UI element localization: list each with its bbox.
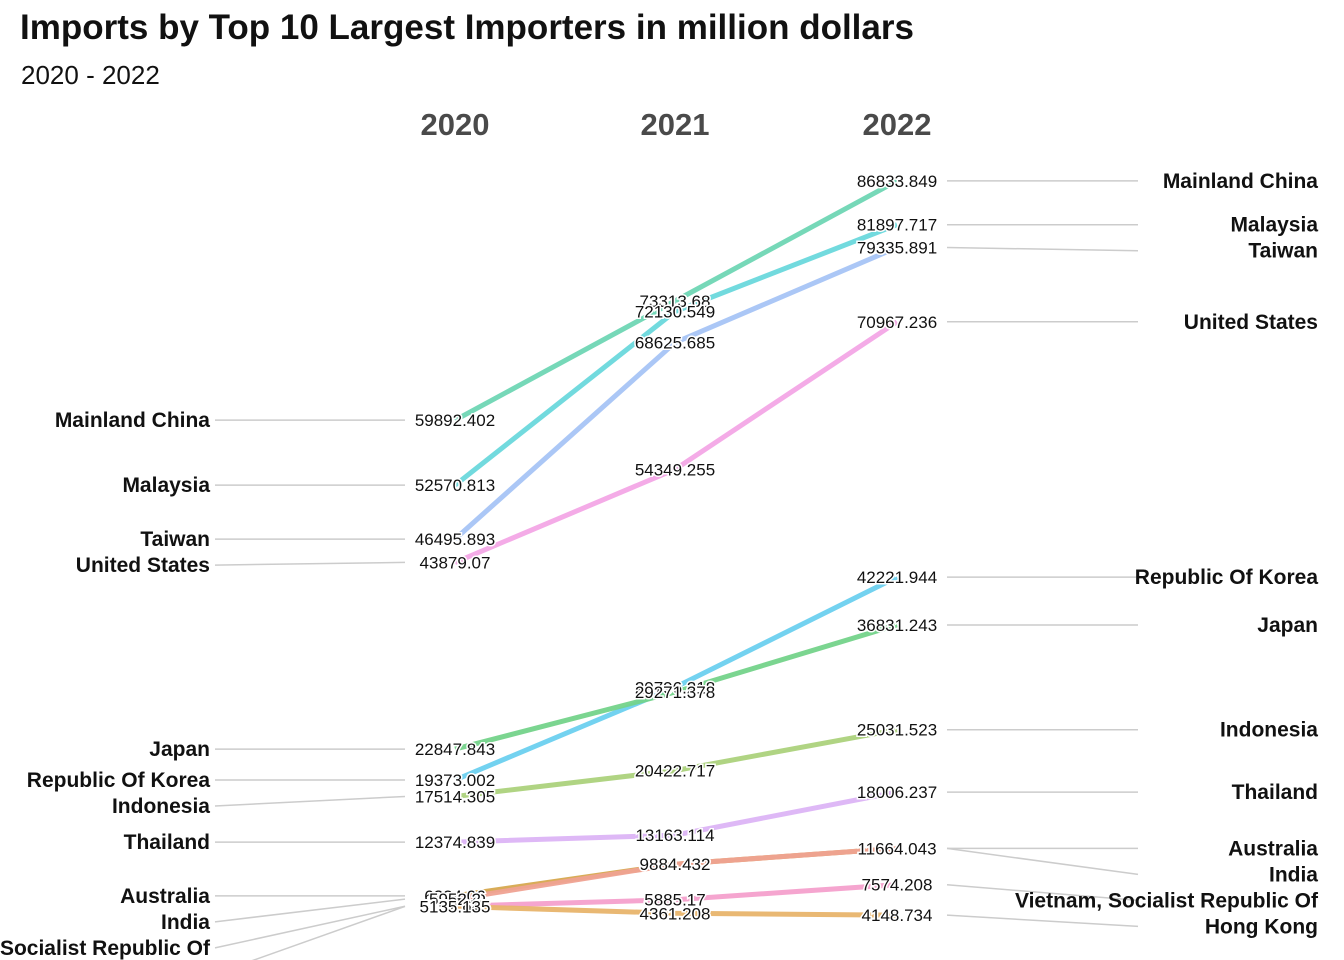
leader-left-hong-kong	[251, 905, 406, 960]
column-header-2020: 2020	[421, 107, 490, 142]
category-labels: Mainland China Malaysia Taiwan United State…	[0, 170, 1319, 960]
series-line-vietnam-socialist-republic-of	[454, 882, 898, 909]
series-line-mainland-china	[453, 178, 899, 423]
category-label-left-republic-of-korea: Republic Of Korea	[27, 769, 211, 792]
value-label-republic-of-korea-2020: 19373.002	[415, 771, 495, 790]
value-label-malaysia-2021: 72130.549	[635, 302, 715, 321]
leader-right-vietnam-socialist-republic-of	[946, 883, 1139, 902]
category-label-right-australia: Australia	[1228, 837, 1318, 860]
value-label-australia-2021: 9884.432	[640, 855, 711, 874]
leader-left-vietnam-socialist-republic-of	[214, 905, 406, 949]
value-label-japan-2020: 22847.843	[415, 740, 495, 759]
series-line-republic-of-korea	[454, 574, 899, 783]
category-label-left-indonesia: Indonesia	[112, 795, 210, 818]
value-label-thailand-2020: 12374.839	[415, 833, 495, 852]
value-label-indonesia-2021: 20422.717	[635, 762, 715, 781]
leader-left-united-states	[214, 561, 406, 566]
leader-left-india	[214, 898, 406, 923]
value-labels: 59892.402 73313.68 86833.849 52570.813 72130…	[413, 170, 938, 926]
chart-title: Imports by Top 10 Largest Importers in m…	[20, 8, 914, 47]
category-label-left-japan: Japan	[149, 738, 210, 761]
chart-subtitle: 2020 - 2022	[21, 60, 160, 90]
category-label-left-malaysia: Malaysia	[122, 474, 210, 497]
value-label-hong-kong-2022: 4148.734	[862, 906, 933, 925]
series-lines	[453, 178, 899, 918]
value-label-india-2021: 9884.432	[640, 855, 711, 874]
category-label-right-vietnam-socialist-republic-of: Vietnam, Socialist Republic Of	[1015, 889, 1319, 912]
leader-right-india	[946, 847, 1139, 876]
value-label-united-states-2021: 54349.255	[635, 460, 715, 479]
value-label-thailand-2022: 18006.237	[857, 783, 937, 802]
value-label-mainland-china-2020: 59892.402	[415, 411, 495, 430]
value-label-vietnam-socialist-republic-of-2022: 7574.208	[862, 876, 933, 895]
category-label-left-australia: Australia	[120, 885, 210, 908]
category-label-right-taiwan: Taiwan	[1248, 240, 1318, 263]
value-label-united-states-2022: 70967.236	[857, 313, 937, 332]
series-line-hong-kong	[454, 903, 898, 918]
category-label-left-taiwan: Taiwan	[140, 528, 210, 551]
category-label-right-malaysia: Malaysia	[1230, 214, 1318, 237]
value-label-mainland-china-2022: 86833.849	[857, 172, 937, 191]
category-label-left-united-states: United States	[76, 554, 210, 577]
series-line-japan	[454, 622, 898, 752]
value-label-taiwan-2021: 68625.685	[635, 334, 715, 353]
category-label-right-united-states: United States	[1184, 311, 1318, 334]
value-label-india-2020: 5952.2	[429, 890, 481, 909]
column-headers: 2020 2021 2022	[421, 107, 932, 142]
value-label-thailand-2021: 13163.114	[635, 826, 714, 845]
value-label-taiwan-2022: 79335.891	[857, 238, 937, 257]
category-label-left-vietnam-socialist-republic-of: Vietnam, Socialist Republic Of	[0, 937, 211, 960]
series-line-thailand	[454, 789, 898, 845]
value-label-malaysia-2022: 81897.717	[857, 216, 937, 235]
value-label-united-states-2020: 43879.07	[420, 553, 491, 572]
series-line-india	[454, 845, 898, 902]
category-label-left-india: India	[161, 911, 210, 934]
leader-right-hong-kong	[946, 914, 1139, 928]
value-label-indonesia-2020: 17514.305	[415, 787, 495, 806]
value-label-australia-2020: 6324.06	[424, 887, 485, 906]
value-label-australia-2022: 11664.043	[857, 839, 936, 858]
value-label-india-2022: 11664.043	[857, 839, 936, 858]
category-label-right-japan: Japan	[1257, 614, 1318, 637]
column-header-2021: 2021	[641, 107, 710, 142]
value-label-japan-2022: 36831.243	[857, 616, 937, 635]
value-label-vietnam-socialist-republic-of-2021: 5885.17	[644, 891, 705, 910]
value-label-hong-kong-2020: 5135.135	[420, 897, 491, 916]
leader-lines	[214, 180, 1139, 960]
category-label-right-indonesia: Indonesia	[1220, 719, 1318, 742]
series-line-indonesia	[454, 727, 898, 799]
series-line-malaysia	[453, 222, 898, 488]
value-label-republic-of-korea-2022: 42221.944	[857, 568, 937, 587]
value-label-vietnam-socialist-republic-of-2020: 5152.645	[420, 897, 491, 916]
value-label-taiwan-2020: 46495.893	[415, 530, 495, 549]
leader-right-taiwan	[946, 246, 1139, 252]
category-label-left-thailand: Thailand	[124, 831, 210, 854]
leader-left-indonesia	[214, 795, 406, 807]
value-label-indonesia-2022: 25031.523	[857, 721, 937, 740]
value-label-malaysia-2020: 52570.813	[415, 476, 495, 495]
category-label-right-india: India	[1269, 863, 1318, 886]
value-label-republic-of-korea-2021: 29796.218	[635, 678, 715, 697]
category-label-right-republic-of-korea: Republic Of Korea	[1135, 566, 1319, 589]
series-line-taiwan	[453, 245, 898, 541]
category-label-left-mainland-china: Mainland China	[55, 409, 210, 432]
category-label-right-hong-kong: Hong Kong	[1205, 915, 1318, 938]
value-label-mainland-china-2021: 73313.68	[640, 292, 711, 311]
column-header-2022: 2022	[863, 107, 932, 142]
category-label-right-mainland-china: Mainland China	[1163, 170, 1318, 193]
value-label-hong-kong-2021: 4361.208	[640, 904, 711, 923]
value-label-japan-2021: 29271.378	[635, 683, 715, 702]
series-line-united-states	[454, 319, 899, 565]
category-label-right-thailand: Thailand	[1232, 781, 1318, 804]
